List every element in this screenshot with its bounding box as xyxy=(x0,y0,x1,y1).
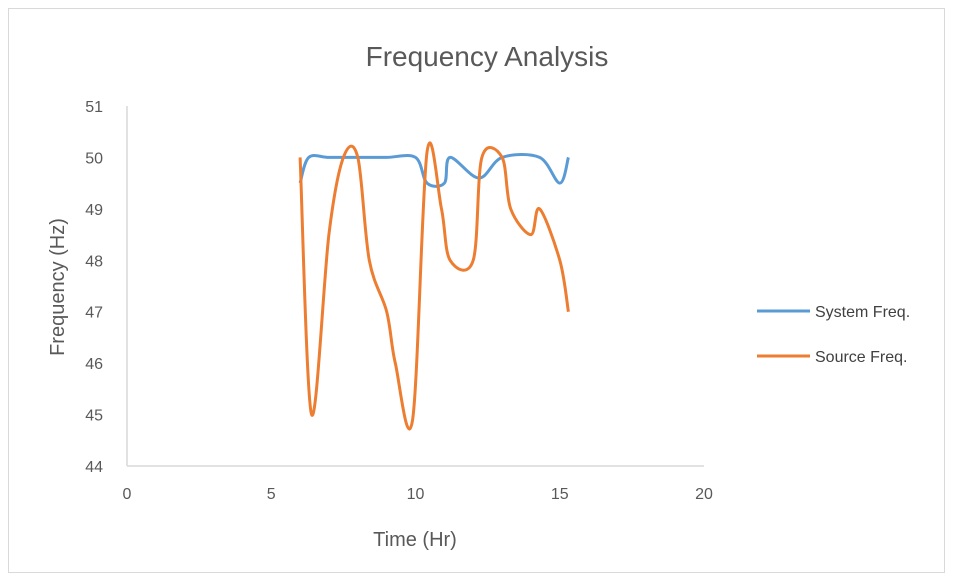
series-lines xyxy=(298,141,570,431)
x-tick-label: 0 xyxy=(123,486,132,503)
y-tick-label: 45 xyxy=(85,408,103,425)
y-tick-label: 46 xyxy=(85,356,103,373)
chart-frame xyxy=(8,8,945,573)
legend-label: System Freq. xyxy=(815,304,910,321)
x-tick-label: 10 xyxy=(407,486,425,503)
y-tick-label: 44 xyxy=(85,459,103,476)
x-tick-label: 5 xyxy=(267,486,276,503)
legend: System Freq. Source Freq. xyxy=(757,304,910,366)
series-line-system-freq xyxy=(298,153,570,188)
y-tick-label: 49 xyxy=(85,202,103,219)
y-tick-label: 48 xyxy=(85,253,103,270)
y-tick-label: 47 xyxy=(85,305,103,322)
legend-label: Source Freq. xyxy=(815,349,907,366)
x-tick-label: 20 xyxy=(695,486,713,503)
axis-ticks: 0 5 10 15 20 44 45 46 47 48 49 50 51 xyxy=(85,99,713,503)
y-axis-label: Frequency (Hz) xyxy=(47,218,69,356)
series-line-source-freq xyxy=(298,141,570,431)
x-axis-label: Time (Hr) xyxy=(373,529,457,551)
y-tick-label: 51 xyxy=(85,99,103,116)
x-tick-label: 15 xyxy=(551,486,569,503)
chart-title: Frequency Analysis xyxy=(366,41,609,72)
y-tick-label: 50 xyxy=(85,150,103,167)
